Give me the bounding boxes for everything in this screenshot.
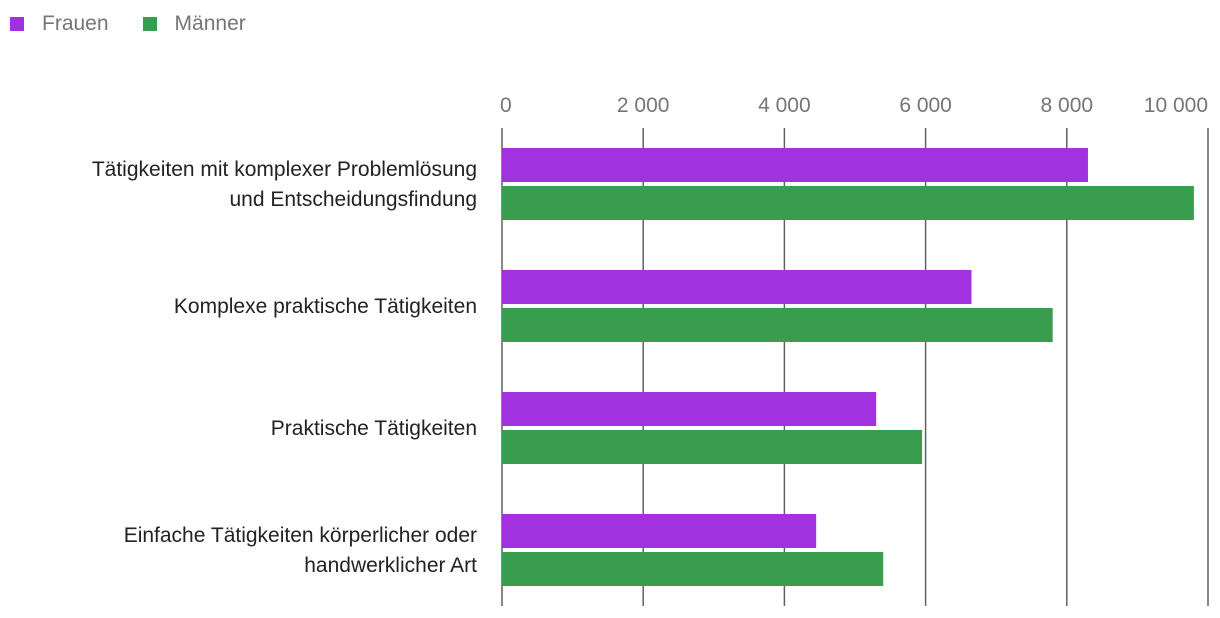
bars <box>502 148 1194 586</box>
x-tick-labels: 0 2 000 4 000 6 000 8 000 10 000 <box>500 94 1208 117</box>
bar-maenner-1[interactable] <box>502 308 1053 342</box>
category-label: Praktische Tätigkeiten <box>271 417 477 440</box>
bar-maenner-3[interactable] <box>502 552 884 586</box>
bar-maenner-2[interactable] <box>502 430 923 464</box>
category-label: handwerklicher Art <box>304 554 477 577</box>
legend-label-maenner: Männer <box>174 12 246 35</box>
category-labels: Tätigkeiten mit komplexer Problemlösung u… <box>92 158 477 577</box>
x-tick-label: 4 000 <box>758 94 811 117</box>
category-label: und Entscheidungsfindung <box>229 188 477 211</box>
x-tick-label: 0 <box>500 94 512 117</box>
x-tick-label: 8 000 <box>1041 94 1094 117</box>
legend-swatch-frauen <box>10 17 24 31</box>
bar-frauen-3[interactable] <box>502 514 817 548</box>
bar-maenner-0[interactable] <box>502 186 1194 220</box>
x-tick-label: 10 000 <box>1144 94 1208 117</box>
bar-frauen-1[interactable] <box>502 270 972 304</box>
x-tick-label: 2 000 <box>617 94 670 117</box>
legend-item-frauen[interactable]: Frauen <box>10 12 109 36</box>
x-tick-label: 6 000 <box>899 94 952 117</box>
legend-item-maenner[interactable]: Männer <box>142 12 246 36</box>
legend: Frauen Männer <box>10 12 280 36</box>
category-label: Einfache Tätigkeiten körperlicher oder <box>124 524 477 547</box>
category-label: Komplexe praktische Tätigkeiten <box>174 295 477 318</box>
legend-label-frauen: Frauen <box>42 12 109 35</box>
bar-frauen-0[interactable] <box>502 148 1088 182</box>
legend-swatch-maenner <box>142 17 157 31</box>
category-label: Tätigkeiten mit komplexer Problemlösung <box>92 158 477 181</box>
bar-frauen-2[interactable] <box>502 392 877 426</box>
